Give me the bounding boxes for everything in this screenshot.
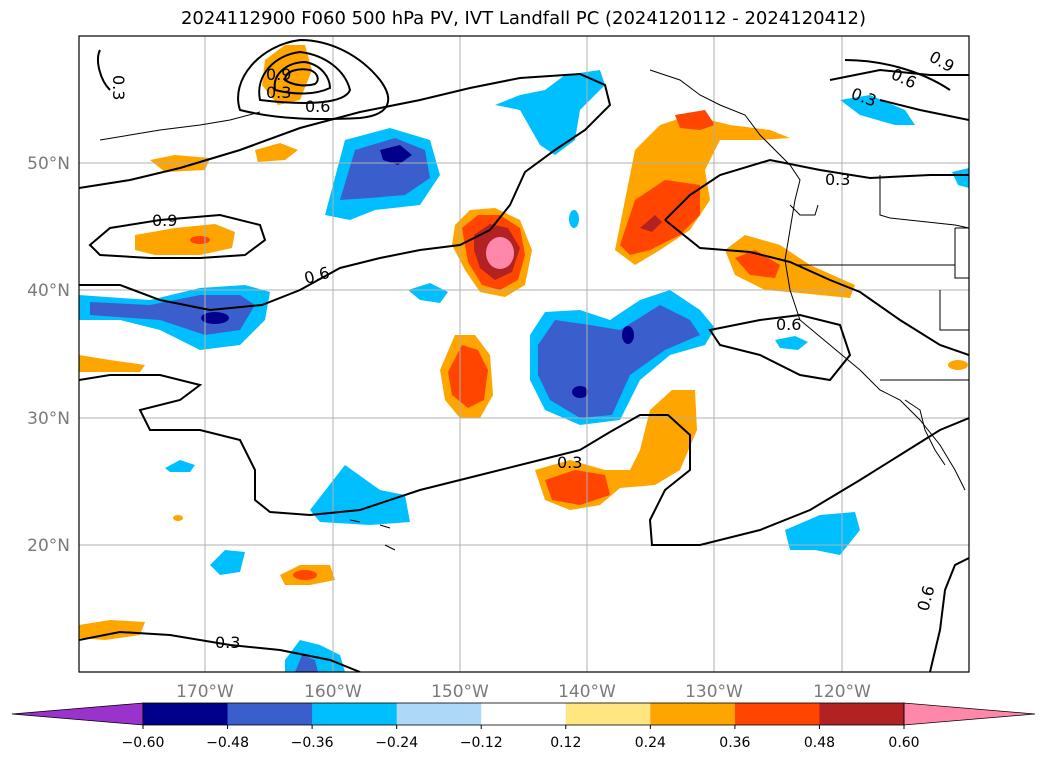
colorbar-tick-label: 0.12 — [550, 735, 581, 751]
contour-label: 0.9 — [152, 211, 177, 230]
graticule — [79, 36, 969, 672]
colorbar-segment — [650, 703, 736, 725]
coastlines — [99, 69, 969, 551]
colorbar-tick-label: 0.48 — [804, 735, 835, 751]
colorbar-tick-label: −0.24 — [375, 735, 418, 751]
lat-label-50: 50°N — [27, 154, 70, 174]
colorbar-tick-label: 0.24 — [635, 735, 666, 751]
longitude-labels: 170°W 160°W 150°W 140°W 130°W 120°W — [176, 682, 871, 702]
colorbar-segment — [312, 703, 398, 725]
colorbar-tick-label: 0.60 — [888, 735, 919, 751]
lon-label-130w: 130°W — [685, 682, 743, 702]
colorbar-segment — [227, 703, 313, 725]
colorbar-tick-label: 0.36 — [719, 735, 750, 751]
lon-label-170w: 170°W — [176, 682, 234, 702]
contour-label: 0.3 — [266, 83, 291, 102]
lat-label-40: 40°N — [27, 281, 70, 301]
pc-contours — [79, 38, 969, 672]
lon-label-140w: 140°W — [558, 682, 616, 702]
contour-label: 0.3 — [557, 453, 582, 472]
colorbar: −0.60 −0.48 −0.36 −0.24 −0.12 0.12 0.24 0.36 0.4… — [11, 702, 1036, 751]
lat-label-30: 30°N — [27, 409, 70, 429]
colorbar-tick-label: −0.48 — [206, 735, 249, 751]
colorbar-frame — [142, 702, 905, 726]
colorbar-segment — [565, 703, 651, 725]
lon-label-160w: 160°W — [304, 682, 362, 702]
latitude-labels: 50°N 40°N 30°N 20°N — [27, 154, 70, 556]
map-plot-area — [79, 36, 969, 672]
contour-label: 0.3 — [215, 633, 240, 652]
contour-label: 0.6 — [305, 97, 330, 116]
contour-label: 0.3 — [109, 75, 128, 100]
colorbar-segment — [143, 703, 229, 725]
map-frame — [78, 35, 970, 673]
contour-label: 0.9 — [266, 65, 291, 84]
colorbar-extend-min — [11, 702, 144, 726]
contour-label: 0.6 — [776, 315, 801, 334]
colorbar-tick-label: −0.60 — [122, 735, 165, 751]
colorbar-segment — [734, 703, 820, 725]
pv-shading — [79, 45, 969, 672]
colorbar-tick-label: −0.12 — [460, 735, 503, 751]
colorbar-extend-max — [903, 702, 1036, 726]
lat-label-20: 20°N — [27, 536, 70, 556]
colorbar-segment — [396, 703, 482, 725]
lon-label-150w: 150°W — [431, 682, 489, 702]
lon-label-120w: 120°W — [813, 682, 871, 702]
colorbar-segment — [481, 703, 567, 725]
colorbar-segment — [819, 703, 905, 725]
blue-anomaly-gulf-alaska — [495, 70, 605, 155]
map-title: 2024112900 F060 500 hPa PV, IVT Landfall… — [180, 8, 867, 29]
colorbar-tick-label: −0.36 — [291, 735, 334, 751]
contour-label: 0.3 — [825, 170, 850, 189]
